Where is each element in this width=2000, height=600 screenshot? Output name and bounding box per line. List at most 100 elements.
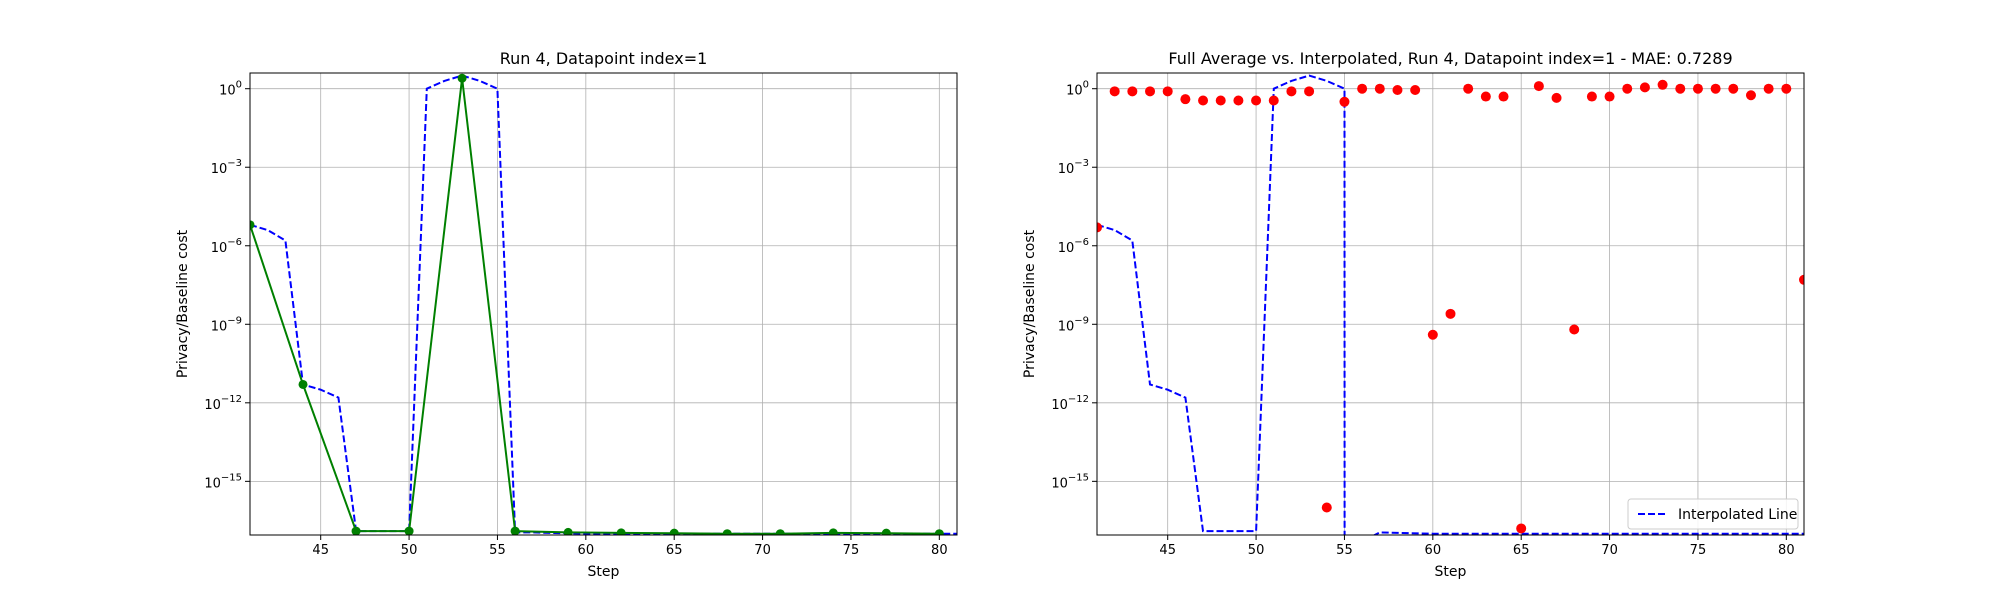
scatter-point <box>1586 91 1597 102</box>
x-tick-label: 45 <box>312 543 329 558</box>
scatter-point <box>1799 274 1804 285</box>
x-tick-label: 45 <box>1159 543 1176 558</box>
data-point <box>457 73 467 83</box>
scatter-point <box>1109 86 1120 97</box>
axes-frame <box>1096 72 1805 536</box>
x-tick-label: 80 <box>1778 543 1795 558</box>
scatter-point <box>1569 324 1580 335</box>
scatter-point <box>1162 86 1173 97</box>
x-tick-label: 65 <box>666 543 683 558</box>
scatter-point <box>1710 83 1721 94</box>
axes-frame <box>249 72 958 536</box>
x-tick-label: 55 <box>489 543 506 558</box>
y-tick-label: 10−6 <box>211 237 242 256</box>
scatter-point <box>1763 83 1774 94</box>
series-group <box>250 73 957 535</box>
x-tick-label: 80 <box>931 543 948 558</box>
legend-box <box>1627 498 1799 530</box>
y-tick-label: 10−15 <box>204 472 242 491</box>
scatter-point <box>1622 83 1633 94</box>
x-tick-label: 50 <box>1248 543 1265 558</box>
scatter-point <box>1445 308 1456 319</box>
chart-panel-1: 45 50 55 60 65 70 75 80 100 10−3 10−6 10−9 10−12 10−1… <box>175 49 958 580</box>
scatter-point <box>1781 83 1792 94</box>
scatter-point <box>1198 95 1209 106</box>
y-tick-label: 10−9 <box>1058 315 1089 334</box>
chart-title: Run 4, Datapoint index=1 <box>500 49 708 68</box>
scatter-point <box>1551 92 1562 103</box>
series-line-dashed <box>1097 74 1804 535</box>
scatter-point <box>1304 86 1315 97</box>
chart-panel-2: 45 50 55 60 65 70 75 80 100 10−3 10−6 10−9 10−12 10−1… <box>1022 49 1805 580</box>
y-tick-label: 10−12 <box>204 394 242 413</box>
data-point <box>934 529 944 535</box>
x-tick-label: 55 <box>1336 543 1353 558</box>
scatter-point <box>1463 83 1474 94</box>
scatter-point <box>1321 502 1332 513</box>
y-tick-label: 10−15 <box>1051 472 1089 491</box>
x-tick-label: 75 <box>843 543 860 558</box>
x-tick-label: 60 <box>578 543 595 558</box>
scatter-point <box>1639 82 1650 93</box>
legend: Interpolated Line <box>1627 498 1799 530</box>
scatter-point <box>1692 83 1703 94</box>
series-line-solid <box>250 78 940 535</box>
data-point <box>250 220 255 230</box>
scatter-point <box>1374 83 1385 94</box>
data-point <box>828 528 838 535</box>
scatter-point <box>1410 85 1421 96</box>
data-point <box>722 529 732 535</box>
scatter-point <box>1427 329 1438 340</box>
scatter-point <box>1728 83 1739 94</box>
x-tick-label: 75 <box>1690 543 1707 558</box>
scatter-point <box>1657 79 1668 90</box>
legend-label: Interpolated Line <box>1678 507 1797 523</box>
data-point <box>404 526 414 535</box>
scatter-point <box>1339 96 1350 107</box>
scatter-point <box>1357 83 1368 94</box>
x-axis-label: Step <box>588 564 620 580</box>
y-axis-label: Privacy/Baseline cost <box>1022 229 1038 378</box>
scatter-point <box>1251 95 1262 106</box>
x-tick-label: 65 <box>1513 543 1530 558</box>
y-axis-label: Privacy/Baseline cost <box>175 229 191 378</box>
data-point <box>669 528 679 535</box>
scatter-point <box>1097 222 1102 233</box>
scatter-point <box>1533 81 1544 92</box>
x-axis-label: Step <box>1435 564 1467 580</box>
y-tick-label: 10−6 <box>1058 237 1089 256</box>
scatter-point <box>1745 90 1756 101</box>
scatter-point <box>1215 95 1226 106</box>
scatter-point <box>1180 94 1191 105</box>
y-tick-label: 10−3 <box>1058 158 1089 177</box>
y-tick-label: 10−9 <box>211 315 242 334</box>
y-tick-label: 10−3 <box>211 158 242 177</box>
data-point <box>563 527 573 535</box>
data-point <box>510 526 520 535</box>
series-group <box>1097 74 1804 535</box>
scatter-point <box>1233 95 1244 106</box>
data-point <box>775 529 785 535</box>
scatter-point <box>1516 523 1527 534</box>
scatter-point <box>1286 86 1297 97</box>
chart-title: Full Average vs. Interpolated, Run 4, Da… <box>1168 49 1732 68</box>
data-point <box>298 379 308 389</box>
x-tick-label: 50 <box>401 543 418 558</box>
x-tick-label: 70 <box>1601 543 1618 558</box>
x-tick-label: 60 <box>1425 543 1442 558</box>
scatter-point <box>1604 91 1615 102</box>
scatter-point <box>1145 86 1156 97</box>
data-point <box>616 528 626 535</box>
scatter-point <box>1127 86 1138 97</box>
scatter-point <box>1675 83 1686 94</box>
y-tick-label: 100 <box>219 80 242 99</box>
scatter-point <box>1480 91 1491 102</box>
scatter-point <box>1392 85 1403 96</box>
y-tick-label: 100 <box>1066 80 1089 99</box>
y-tick-label: 10−12 <box>1051 394 1089 413</box>
data-point <box>351 526 361 535</box>
scatter-point <box>1498 91 1509 102</box>
x-tick-label: 70 <box>754 543 771 558</box>
scatter-point <box>1268 95 1279 106</box>
